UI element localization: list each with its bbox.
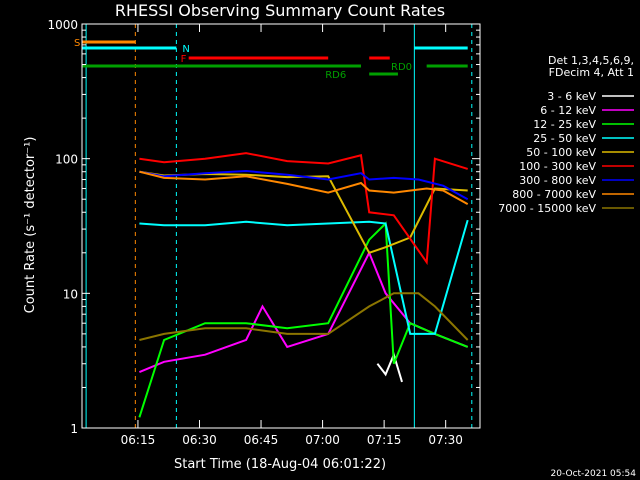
series-line [138,221,469,418]
x-tick-label: 07:15 [367,433,402,447]
legend-entry-label: 25 - 50 keV [533,132,596,145]
x-tick-label: 07:00 [305,433,340,447]
legend-entry-label: 7000 - 15000 keV [498,202,596,215]
series-line [139,169,469,201]
legend-entry-label: 300 - 800 keV [519,174,596,187]
flag-label-f: F [181,54,187,65]
legend-entry-label: 100 - 300 keV [519,160,596,173]
series-line [139,152,468,266]
timestamp: 20-Oct-2021 05:54 [551,469,637,479]
x-tick-label: 06:15 [121,433,156,447]
series-line [139,170,469,205]
plot-frame [81,23,481,429]
x-tick-label: 06:45 [244,433,279,447]
x-tick-label: 06:30 [182,433,217,447]
flag-label-rd6: RD6 [325,70,346,81]
flag-label-rd0: RD0 [391,62,412,73]
y-tick-label: 10 [63,287,78,301]
legend: Det 1,3,4,5,6,9,FDecim 4, Att 1 3 - 6 keV… [498,54,634,215]
legend-header: Det 1,3,4,5,6,9, [548,54,634,67]
legend-entry-label: 12 - 25 keV [533,118,596,131]
legend-entry-label: 50 - 100 keV [526,146,596,159]
y-tick-label: 1 [70,422,78,436]
plot-area: S NF RD0 RD6 [74,24,473,428]
series-line [376,351,403,383]
x-axis-label: Start Time (18-Aug-04 06:01:22) [174,457,386,472]
legend-entry-label: 3 - 6 keV [547,90,596,103]
legend-header: FDecim 4, Att 1 [549,66,634,79]
flag-label-n: N [182,44,189,55]
axes: 1 10 100 1000 06:15 06:30 06:45 07:00 07:15 07:30 [47,18,481,447]
legend-entry-label: 6 - 12 keV [540,104,596,117]
chart-title: RHESSI Observing Summary Count Rates [115,1,445,20]
flag-label-s: S [74,38,80,49]
legend-entry-label: 800 - 7000 keV [512,188,596,201]
y-axis-label: Count Rate (s⁻¹ detector⁻¹) [23,137,38,314]
y-tick-label: 1000 [47,18,78,32]
y-tick-label: 100 [55,153,78,167]
x-tick-label: 07:30 [428,433,463,447]
series-line [139,219,469,335]
series-line [139,292,469,341]
